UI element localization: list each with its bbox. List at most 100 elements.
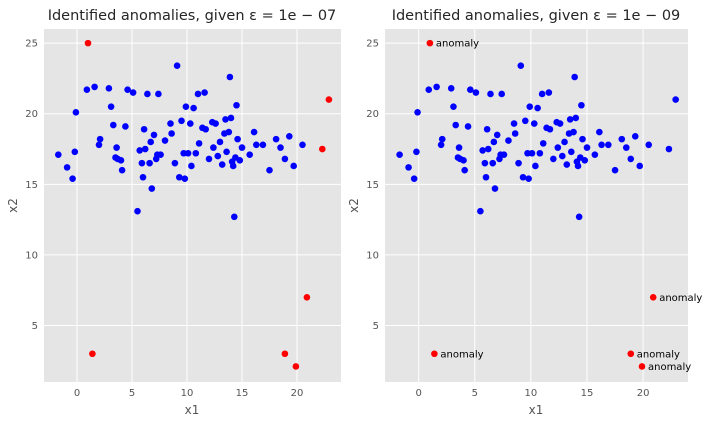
chart-title-right: Identified anomalies, given ε = 1e − 09 — [392, 8, 681, 24]
normal-point — [250, 128, 258, 136]
normal-point — [216, 138, 224, 146]
normal-point — [545, 89, 553, 96]
normal-point — [490, 138, 498, 146]
normal-point — [461, 166, 468, 174]
normal-point — [55, 151, 62, 158]
normal-point — [483, 125, 491, 133]
y-axis-label-right: x2 — [347, 198, 361, 213]
normal-point — [500, 151, 508, 158]
xticks-left: 0 5 10 15 20 — [74, 388, 304, 399]
normal-point — [150, 131, 158, 139]
normal-point — [246, 151, 253, 158]
anomaly-point — [649, 293, 657, 301]
normal-point — [184, 149, 192, 157]
normal-point — [214, 152, 222, 160]
normal-point — [489, 159, 497, 167]
points-left — [55, 39, 333, 370]
normal-point — [252, 141, 260, 149]
normal-point — [83, 86, 91, 94]
normal-point — [627, 155, 635, 163]
normal-point — [505, 137, 512, 144]
normal-point — [510, 120, 518, 127]
normal-point — [281, 155, 289, 163]
normal-point — [672, 96, 679, 103]
normal-point — [144, 90, 151, 98]
normal-point — [140, 125, 148, 133]
normal-point — [559, 152, 566, 160]
x-tick-label: 10 — [181, 388, 194, 399]
grid-left — [44, 29, 341, 382]
x-tick-label: 5 — [472, 388, 478, 399]
normal-point — [631, 133, 639, 140]
y-tick-label: 25 — [366, 39, 379, 50]
normal-point — [534, 104, 541, 112]
normal-point — [572, 114, 580, 122]
chart-title-left: Identified anomalies, given ε = 1e − 07 — [48, 8, 337, 24]
normal-point — [410, 175, 418, 182]
x-tick-label: 10 — [525, 388, 538, 399]
anomaly-annotation: anomaly — [440, 349, 483, 360]
normal-point — [113, 144, 120, 151]
x-tick-label: 15 — [236, 388, 249, 399]
normal-point — [425, 86, 433, 94]
normal-point — [118, 166, 126, 174]
anomaly-point — [89, 350, 96, 358]
normal-point — [583, 144, 591, 151]
yticks-left: 5 10 15 20 25 — [25, 39, 38, 332]
normal-point — [171, 159, 179, 167]
normal-point — [218, 161, 226, 168]
normal-point — [110, 121, 117, 129]
normal-point — [493, 131, 501, 139]
normal-point — [581, 157, 589, 164]
anomaly-point — [292, 363, 300, 370]
normal-point — [567, 148, 575, 156]
normal-point — [622, 144, 630, 151]
normal-point — [195, 140, 203, 147]
normal-point — [202, 125, 209, 133]
normal-point — [95, 141, 103, 149]
anomaly-annotation: anomaly — [637, 349, 680, 360]
normal-point — [236, 157, 244, 164]
normal-point — [611, 166, 619, 174]
normal-point — [155, 90, 162, 98]
normal-point — [188, 162, 195, 170]
normal-point — [266, 166, 273, 174]
normal-point — [414, 109, 421, 116]
normal-point — [168, 130, 175, 137]
normal-point — [561, 138, 568, 146]
subplot-left: 0 5 10 15 20 5 10 15 20 25 Identified anomalies,… — [6, 8, 341, 417]
normal-point — [223, 148, 230, 156]
plot-area-left — [44, 29, 341, 382]
normal-point — [192, 149, 200, 157]
y-tick-label: 15 — [366, 180, 379, 191]
normal-point — [484, 145, 492, 153]
normal-point — [229, 162, 237, 170]
normal-point — [178, 117, 185, 125]
normal-point — [117, 157, 125, 164]
normal-point — [272, 135, 280, 143]
normal-point — [579, 135, 586, 143]
normal-point — [536, 149, 544, 157]
normal-point — [433, 83, 440, 91]
normal-point — [570, 128, 577, 136]
normal-point — [487, 90, 494, 98]
normal-point — [105, 85, 113, 92]
normal-point — [167, 120, 174, 127]
annotations-right: anomaly anomaly anomaly anomaly anomaly — [436, 39, 703, 373]
normal-point — [227, 114, 235, 122]
anomaly-point — [431, 350, 438, 358]
normal-point — [519, 173, 527, 181]
y-tick-label: 5 — [32, 321, 38, 332]
normal-point — [190, 104, 197, 112]
normal-point — [447, 85, 455, 92]
normal-point — [71, 148, 79, 156]
normal-point — [72, 109, 80, 116]
normal-point — [438, 135, 446, 143]
points-right — [396, 39, 679, 370]
normal-point — [136, 147, 143, 154]
normal-point — [231, 213, 238, 221]
x-tick-label: 20 — [637, 388, 650, 399]
normal-point — [234, 135, 241, 143]
normal-point — [277, 144, 284, 151]
plot-area-right — [385, 29, 688, 382]
